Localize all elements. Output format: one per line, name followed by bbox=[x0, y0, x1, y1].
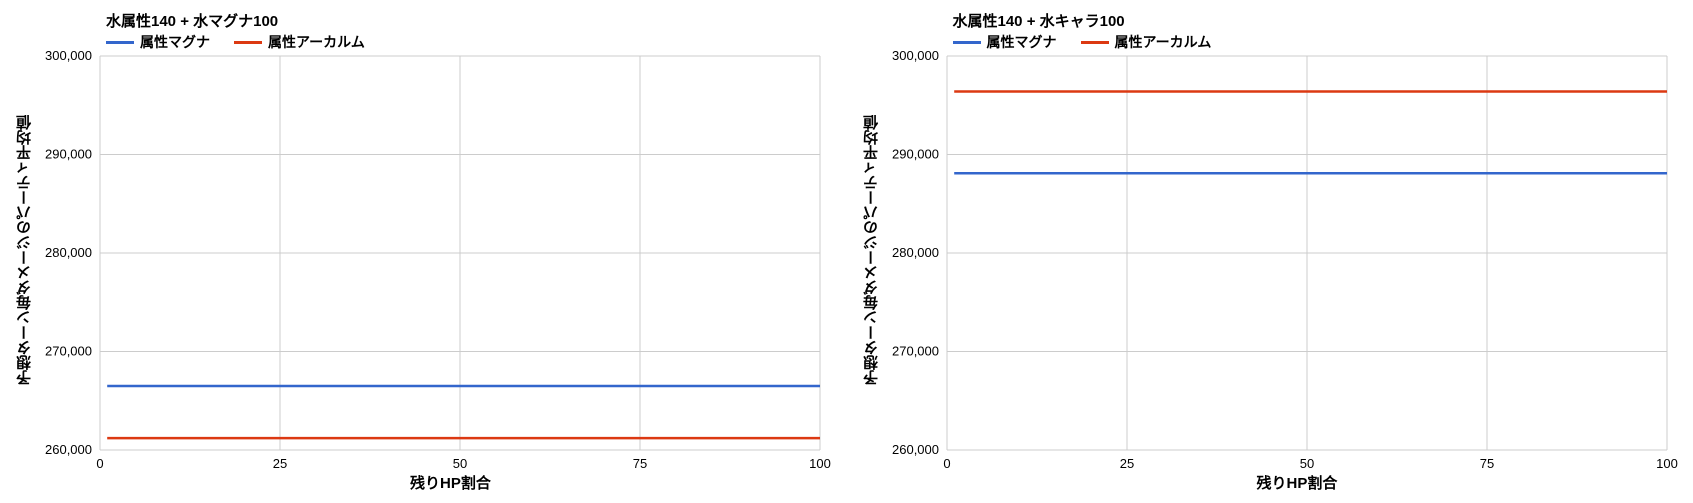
y-tick-label: 290,000 bbox=[892, 147, 939, 162]
legend-label: 属性マグナ bbox=[140, 32, 210, 52]
x-tick-label: 75 bbox=[633, 456, 647, 471]
legend-swatch-arcarum bbox=[234, 41, 262, 44]
y-tick-label: 270,000 bbox=[45, 344, 92, 359]
chart-title: 水属性140 + 水マグナ100 bbox=[106, 10, 278, 31]
grid: 260,000 270,000 280,000 290,000 300,000 0 25 50… bbox=[45, 48, 831, 471]
legend-swatch-magna bbox=[953, 41, 981, 44]
plot-area: 260,000270,000280,000290,000300,00002550… bbox=[947, 56, 1667, 450]
x-axis-label: 残りHP割合 bbox=[410, 472, 491, 493]
legend-label: 属性アーカルム bbox=[1115, 32, 1212, 52]
x-tick-label: 50 bbox=[1299, 456, 1313, 471]
x-tick-label: 0 bbox=[96, 456, 103, 471]
y-tick-label: 300,000 bbox=[45, 48, 92, 63]
chart-legend: 属性マグナ 属性アーカルム bbox=[953, 32, 1212, 52]
x-tick-label: 100 bbox=[1656, 456, 1678, 471]
x-tick-label: 50 bbox=[453, 456, 467, 471]
y-tick-label: 260,000 bbox=[45, 442, 92, 457]
x-tick-label: 25 bbox=[273, 456, 287, 471]
plot-area: 260,000270,000280,000290,000300,00002550… bbox=[100, 56, 820, 450]
x-tick-label: 0 bbox=[943, 456, 950, 471]
y-tick-label: 280,000 bbox=[45, 245, 92, 260]
y-tick-label: 280,000 bbox=[892, 245, 939, 260]
x-tick-label: 25 bbox=[1119, 456, 1133, 471]
x-tick-label: 75 bbox=[1479, 456, 1493, 471]
chart-panel-0: 水属性140 + 水マグナ100 属性マグナ 属性アーカルム 予想ターン毎ダメー… bbox=[10, 10, 837, 493]
y-tick-label: 260,000 bbox=[892, 442, 939, 457]
chart-legend: 属性マグナ 属性アーカルム bbox=[106, 32, 365, 52]
legend-label: 属性アーカルム bbox=[268, 32, 365, 52]
y-tick-label: 300,000 bbox=[892, 48, 939, 63]
y-axis-label: 予想ターン毎ダメージのパーティ平均値 bbox=[14, 80, 35, 420]
chart-title: 水属性140 + 水キャラ100 bbox=[953, 10, 1125, 31]
x-tick-label: 100 bbox=[809, 456, 831, 471]
y-tick-label: 290,000 bbox=[45, 147, 92, 162]
y-tick-label: 270,000 bbox=[892, 344, 939, 359]
grid: 260,000 270,000 280,000 290,000 300,000 0 25 50… bbox=[892, 48, 1678, 471]
chart-panel-1: 水属性140 + 水キャラ100 属性マグナ 属性アーカルム 予想ターン毎ダメー… bbox=[857, 10, 1684, 493]
y-axis-label: 予想ターン毎ダメージのパーティ平均値 bbox=[861, 80, 882, 420]
legend-item-magna: 属性マグナ bbox=[106, 32, 210, 52]
legend-swatch-arcarum bbox=[1081, 41, 1109, 44]
legend-item-magna: 属性マグナ bbox=[953, 32, 1057, 52]
legend-item-arcarum: 属性アーカルム bbox=[1081, 32, 1212, 52]
chart-panels: 水属性140 + 水マグナ100 属性マグナ 属性アーカルム 予想ターン毎ダメー… bbox=[10, 10, 1683, 493]
legend-label: 属性マグナ bbox=[987, 32, 1057, 52]
legend-swatch-magna bbox=[106, 41, 134, 44]
legend-item-arcarum: 属性アーカルム bbox=[234, 32, 365, 52]
x-axis-label: 残りHP割合 bbox=[1257, 472, 1338, 493]
